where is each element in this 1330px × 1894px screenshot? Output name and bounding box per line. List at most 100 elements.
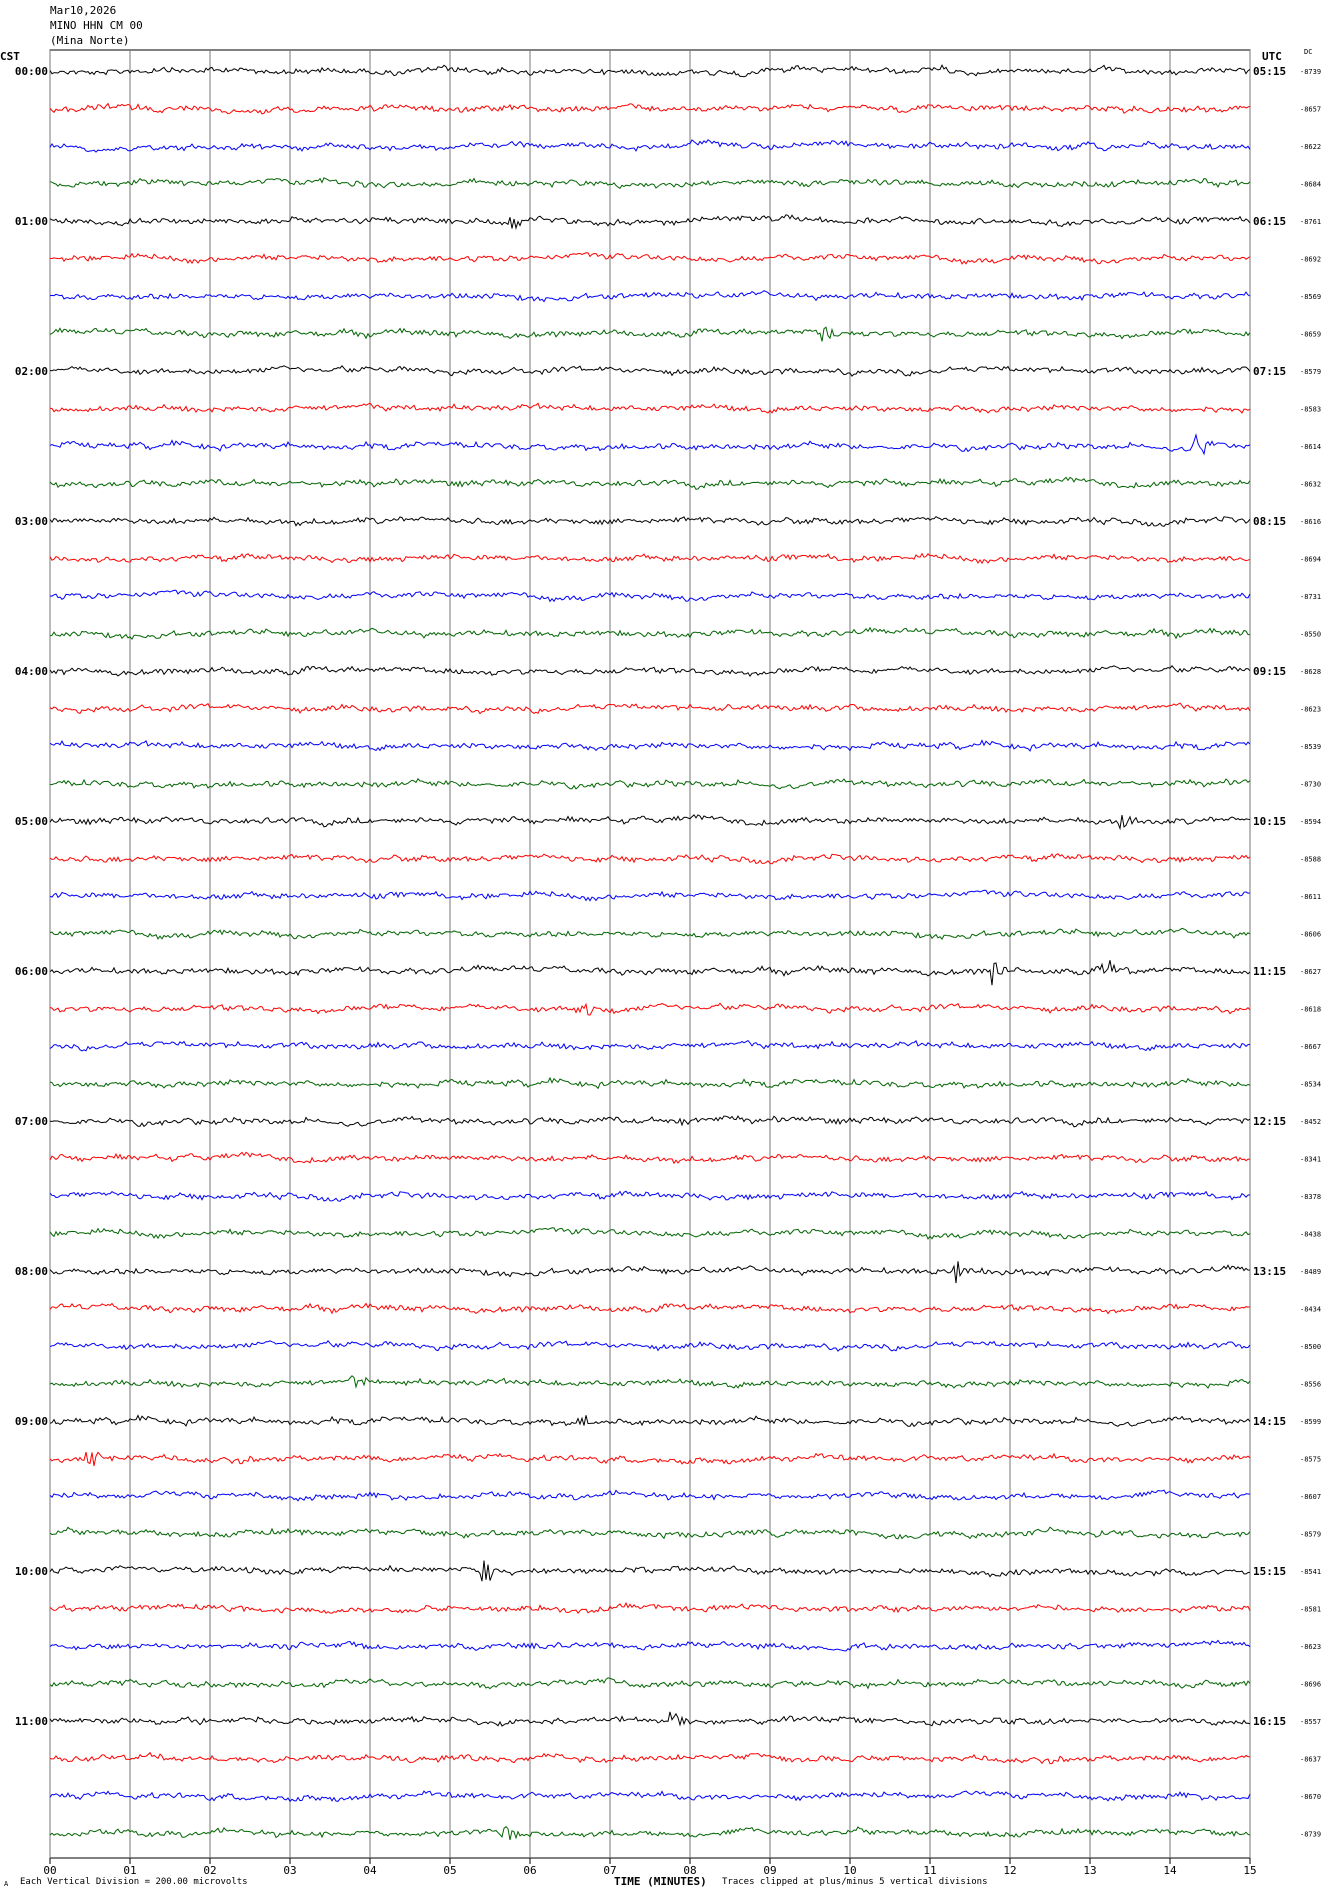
seismogram-trace bbox=[49, 326, 1251, 342]
seismogram-trace bbox=[49, 1751, 1251, 1765]
x-tick-label: 03 bbox=[283, 1864, 296, 1877]
seismogram-trace bbox=[49, 1711, 1251, 1727]
dc-offset-label: -8611 bbox=[1300, 893, 1321, 901]
seismogram-trace bbox=[49, 1639, 1251, 1652]
header-date: Mar10,2026 bbox=[50, 4, 117, 17]
seismogram-trace bbox=[49, 1601, 1251, 1614]
dc-offset-label: -8632 bbox=[1300, 481, 1321, 489]
seismogram-trace bbox=[49, 1489, 1251, 1502]
seismogram-trace bbox=[49, 1190, 1251, 1202]
cst-hour-label: 00:00 bbox=[15, 65, 48, 78]
dc-offset-label: -8607 bbox=[1300, 1493, 1321, 1501]
utc-hour-label: 09:15 bbox=[1253, 665, 1286, 678]
seismogram-trace bbox=[49, 214, 1251, 230]
cst-hour-label: 06:00 bbox=[15, 965, 48, 978]
dc-offset-label: -8731 bbox=[1300, 593, 1321, 601]
footer-mark: A bbox=[4, 1880, 9, 1888]
dc-offset-label: -8627 bbox=[1300, 968, 1321, 976]
dc-offset-label: -8670 bbox=[1300, 1793, 1321, 1801]
seismogram-trace bbox=[49, 252, 1251, 265]
seismogram-trace bbox=[49, 402, 1251, 414]
dc-offset-label: -8692 bbox=[1300, 256, 1321, 264]
seismogram-trace bbox=[49, 515, 1251, 527]
dc-offset-label: -8637 bbox=[1300, 1756, 1321, 1764]
seismogram-trace bbox=[49, 814, 1251, 831]
dc-offset-label: -8659 bbox=[1300, 331, 1321, 339]
seismogram-trace bbox=[49, 102, 1251, 115]
dc-offset-label: -8622 bbox=[1300, 143, 1321, 151]
x-tick-label: 10 bbox=[843, 1864, 856, 1877]
dc-offset-label: -8623 bbox=[1300, 706, 1321, 714]
dc-offset-label: -8739 bbox=[1300, 68, 1321, 76]
utc-hour-label: 16:15 bbox=[1253, 1715, 1286, 1728]
dc-offset-label: -8489 bbox=[1300, 1268, 1321, 1276]
seismogram-trace bbox=[49, 1677, 1251, 1690]
dc-offset-label: -8569 bbox=[1300, 293, 1321, 301]
seismogram-trace bbox=[49, 1261, 1251, 1284]
dc-offset-label: -8583 bbox=[1300, 406, 1321, 414]
dc-offset-label: -8606 bbox=[1300, 931, 1321, 939]
seismogram-trace bbox=[49, 177, 1251, 189]
dc-offset-label: -8557 bbox=[1300, 1718, 1321, 1726]
seismogram-trace bbox=[49, 1414, 1251, 1428]
seismogram-trace bbox=[49, 1227, 1251, 1240]
x-tick-label: 09 bbox=[763, 1864, 776, 1877]
seismogram-trace bbox=[49, 927, 1251, 940]
dc-offset-label: -8599 bbox=[1300, 1418, 1321, 1426]
utc-hour-label: 14:15 bbox=[1253, 1415, 1286, 1428]
seismogram-trace bbox=[49, 589, 1251, 603]
x-tick-label: 15 bbox=[1243, 1864, 1256, 1877]
seismogram-trace bbox=[49, 1039, 1251, 1052]
dc-offset-label: -8694 bbox=[1300, 556, 1321, 564]
x-tick-label: 05 bbox=[443, 1864, 456, 1877]
seismogram-trace bbox=[49, 290, 1251, 303]
dc-offset-label: -8730 bbox=[1300, 781, 1321, 789]
cst-hour-label: 04:00 bbox=[15, 665, 48, 678]
dc-offset-label: -8434 bbox=[1300, 1306, 1321, 1314]
x-tick-label: 11 bbox=[923, 1864, 936, 1877]
dc-offset-label: -8452 bbox=[1300, 1118, 1321, 1126]
x-tick-label: 01 bbox=[123, 1864, 136, 1877]
seismogram-trace bbox=[49, 1375, 1251, 1389]
cst-hour-label: 07:00 bbox=[15, 1115, 48, 1128]
seismogram-trace bbox=[49, 1526, 1251, 1540]
seismogram-trace bbox=[49, 1451, 1251, 1467]
dc-label: DC bbox=[1304, 48, 1313, 56]
seismogram-trace bbox=[49, 432, 1251, 456]
cst-hour-label: 05:00 bbox=[15, 815, 48, 828]
seismogram-trace bbox=[49, 1002, 1251, 1016]
dc-offset-label: -8684 bbox=[1300, 181, 1321, 189]
utc-hour-label: 12:15 bbox=[1253, 1115, 1286, 1128]
utc-hour-label: 13:15 bbox=[1253, 1265, 1286, 1278]
seismogram-trace bbox=[49, 1826, 1251, 1841]
x-tick-label: 08 bbox=[683, 1864, 696, 1877]
plot-frame bbox=[49, 49, 1251, 1859]
dc-offset-label: -8378 bbox=[1300, 1193, 1321, 1201]
utc-hour-label: 15:15 bbox=[1253, 1565, 1286, 1578]
cst-hour-label: 11:00 bbox=[15, 1715, 48, 1728]
dc-offset-label: -8657 bbox=[1300, 106, 1321, 114]
dc-offset-label: -8581 bbox=[1300, 1606, 1321, 1614]
seismogram-trace bbox=[49, 853, 1251, 865]
seismogram-trace bbox=[49, 139, 1251, 153]
seismogram-trace bbox=[49, 702, 1251, 715]
dc-offset-label: -8696 bbox=[1300, 1681, 1321, 1689]
seismogram-trace bbox=[49, 1302, 1251, 1315]
seismogram-trace bbox=[49, 1076, 1251, 1090]
cst-hour-label: 10:00 bbox=[15, 1565, 48, 1578]
dc-offset-label: -8761 bbox=[1300, 218, 1321, 226]
seismogram-trace bbox=[49, 665, 1251, 678]
seismogram-trace bbox=[49, 552, 1251, 565]
dc-offset-label: -8575 bbox=[1300, 1456, 1321, 1464]
dc-offset-label: -8623 bbox=[1300, 1643, 1321, 1651]
x-tick-label: 14 bbox=[1163, 1864, 1177, 1877]
dc-offset-label: -8618 bbox=[1300, 1006, 1321, 1014]
seismogram-trace bbox=[49, 777, 1251, 790]
dc-offset-label: -8341 bbox=[1300, 1156, 1321, 1164]
dc-offset-label: -8628 bbox=[1300, 668, 1321, 676]
seismogram-trace bbox=[49, 64, 1251, 78]
dc-offset-label: -8614 bbox=[1300, 443, 1321, 451]
cst-hour-label: 03:00 bbox=[15, 515, 48, 528]
dc-offset-label: -8667 bbox=[1300, 1043, 1321, 1051]
